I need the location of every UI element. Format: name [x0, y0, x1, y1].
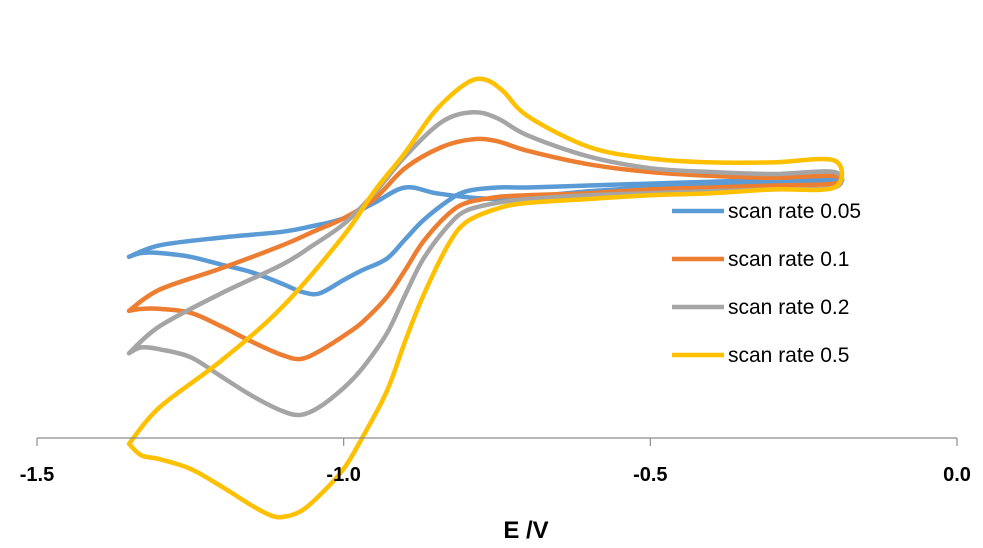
legend-label: scan rate 0.05 — [728, 200, 861, 223]
series-line-scan-rate-0-05 — [126, 177, 845, 297]
legend-label: scan rate 0.1 — [728, 248, 849, 271]
x-axis: -1.5 -1.0 -0.5 0.0 — [20, 437, 971, 486]
legend-item: scan rate 0.1 — [672, 248, 849, 271]
legend-label: scan rate 0.2 — [728, 296, 849, 319]
x-tick-label: -1.5 — [20, 464, 54, 486]
legend-item: scan rate 0.5 — [672, 344, 849, 367]
plot-area — [126, 76, 845, 520]
x-tick-label: -0.5 — [633, 464, 667, 486]
series-line-scan-rate-0-5 — [126, 76, 845, 520]
series-line-scan-rate-0-1 — [126, 136, 845, 362]
x-tick-label: 0.0 — [943, 464, 971, 486]
legend: scan rate 0.05 scan rate 0.1 scan rate 0.2… — [672, 200, 861, 367]
x-tick-label: -1.0 — [326, 464, 360, 486]
legend-item: scan rate 0.05 — [672, 200, 861, 223]
legend-item: scan rate 0.2 — [672, 296, 849, 319]
legend-label: scan rate 0.5 — [728, 344, 849, 367]
x-axis-title: E /V — [503, 517, 548, 544]
